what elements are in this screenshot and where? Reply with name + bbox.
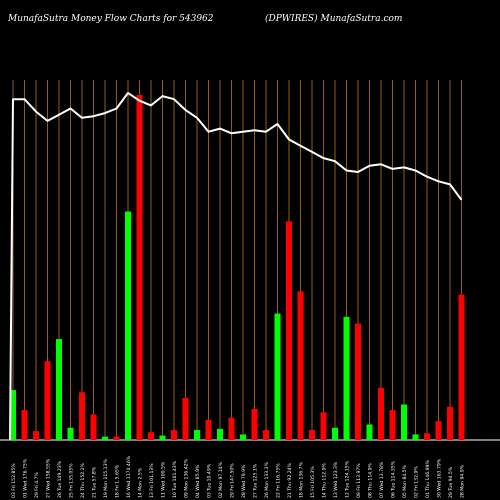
money-flow-bar: [33, 431, 39, 440]
money-flow-bar: [401, 404, 407, 440]
money-flow-bar: [458, 294, 465, 440]
x-tick-label: 02 Fri 132.9%: [414, 466, 420, 498]
x-tick-label: 28 Mon 94.9%: [460, 464, 466, 498]
money-flow-bar: [378, 387, 384, 440]
money-flow-bar: [447, 406, 453, 440]
x-tick-label: 26 Mon 133.3%: [264, 461, 270, 498]
money-flow-bar: [263, 430, 269, 440]
x-tick-label: 25 Fri 135.05%: [69, 463, 75, 498]
money-flow-bar: [56, 339, 62, 440]
x-tick-label: 03 Tue 10.49%: [207, 463, 213, 498]
money-flow-bar: [240, 434, 246, 440]
x-tick-label: 07 Wed 13.78%: [379, 461, 385, 498]
price-line: [9, 92, 463, 441]
money-flow-bar: [67, 427, 74, 440]
x-tick-label: 27 Tue 125.1%: [253, 463, 259, 498]
money-flow-bar: [251, 408, 258, 440]
x-tick-label: 05 Mon 84.5%: [402, 464, 408, 498]
x-tick-label: 08 Thu 114.9%: [368, 462, 374, 498]
money-flow-bar: [435, 421, 442, 440]
money-flow-bar: [217, 428, 223, 440]
money-flow-bar: [320, 412, 327, 440]
x-tick-label: 09 Fri 113.97%: [356, 463, 362, 498]
money-flow-bar: [343, 316, 350, 440]
money-flow-bar: [297, 291, 304, 440]
x-tick-label: 13 Fri 101.13%: [149, 463, 155, 498]
money-flow-bar: [424, 433, 430, 440]
money-flow-bar: [332, 427, 338, 440]
x-tick-label: 28 Wed 79.9%: [241, 464, 247, 498]
money-flow-bar: [182, 397, 189, 440]
money-flow-bar: [412, 434, 419, 440]
x-tick-label: 02 Mon 97.14%: [218, 461, 224, 498]
money-flow-bar: [113, 436, 120, 440]
money-flow-bar: [309, 430, 315, 440]
x-tick-label: 15 Fri 105.3%: [310, 466, 316, 498]
money-flow-bar: [205, 420, 212, 440]
x-tick-label: 30 Wed 163.79%: [437, 458, 443, 498]
x-tick-label: 14 Mon 2.5%: [138, 467, 144, 498]
x-tick-label: 21 Tue 57.8%: [92, 466, 98, 498]
money-flow-bar: [102, 436, 108, 440]
money-flow-bar: [355, 323, 361, 440]
x-tick-label: 01 Thu 146.99%: [425, 460, 431, 498]
x-tick-label: 24 Thu 152.1%: [80, 462, 86, 498]
money-flow-bar: [44, 361, 51, 440]
money-flow-bar: [366, 424, 373, 440]
money-flow-bar: [79, 392, 85, 440]
x-tick-label: 27 Wed 158.55%: [46, 458, 52, 498]
money-flow-bar: [194, 430, 200, 440]
x-tick-label: 03 Fri 152.85%: [11, 463, 17, 498]
x-tick-label: 26 Tue 149.23%: [57, 460, 63, 498]
money-flow-bar: [286, 221, 292, 440]
x-tick-label: 19 Mon 115.13%: [103, 458, 109, 498]
money-flow-bar: [148, 432, 154, 440]
x-tick-label: 18 Fri 1.5.65%: [115, 464, 121, 498]
x-tick-label: 18 Mon 136.7%: [299, 461, 305, 498]
x-tick-label: 29 Fri 4.7%: [34, 471, 40, 498]
x-tick-label: 29 Tue 94.5%: [448, 466, 454, 498]
money-flow-bar: [159, 435, 166, 440]
money-flow-bar: [228, 417, 235, 440]
x-tick-label: 13 Wed 123.3%: [333, 461, 339, 498]
money-flow-bar: [171, 430, 177, 440]
x-tick-label: 12 Tue 124.15%: [345, 460, 351, 498]
x-tick-label: 11 Wed 100.5%: [161, 461, 167, 498]
x-tick-label: 29 Fri 147.50%: [230, 463, 236, 498]
x-tick-label: 14 Thu 112.9%: [322, 462, 328, 498]
x-tick-label: 10 Tue 161.43%: [172, 460, 178, 498]
x-tick-label: 01 Wed 176.75%: [23, 458, 29, 498]
money-flow-bar: [10, 390, 16, 440]
money-flow-bar: [136, 94, 143, 440]
x-tick-label: 21 Thu 92.24%: [287, 462, 293, 498]
money-flow-bar: [21, 410, 28, 440]
x-tick-label: 16 Wed 1174.46%: [126, 455, 132, 498]
money-flow-bar: [389, 410, 396, 440]
x-tick-label: 06 Tue 114.35%: [391, 460, 397, 498]
x-tick-label: 09 Mon 136.42%: [184, 458, 190, 498]
x-tick-label: 22 Fri 116.75%: [276, 463, 282, 498]
chart-title: MunafaSutra Money Flow Charts for 543962: [8, 14, 214, 24]
money-flow-bar: [125, 211, 131, 440]
money-flow-bar: [274, 313, 281, 440]
chart-subtitle: (DPWIRES) MunafaSutra.com: [265, 14, 403, 24]
x-tick-label: 04 Wed 85.9%: [195, 464, 201, 498]
money-flow-bar: [90, 414, 97, 440]
